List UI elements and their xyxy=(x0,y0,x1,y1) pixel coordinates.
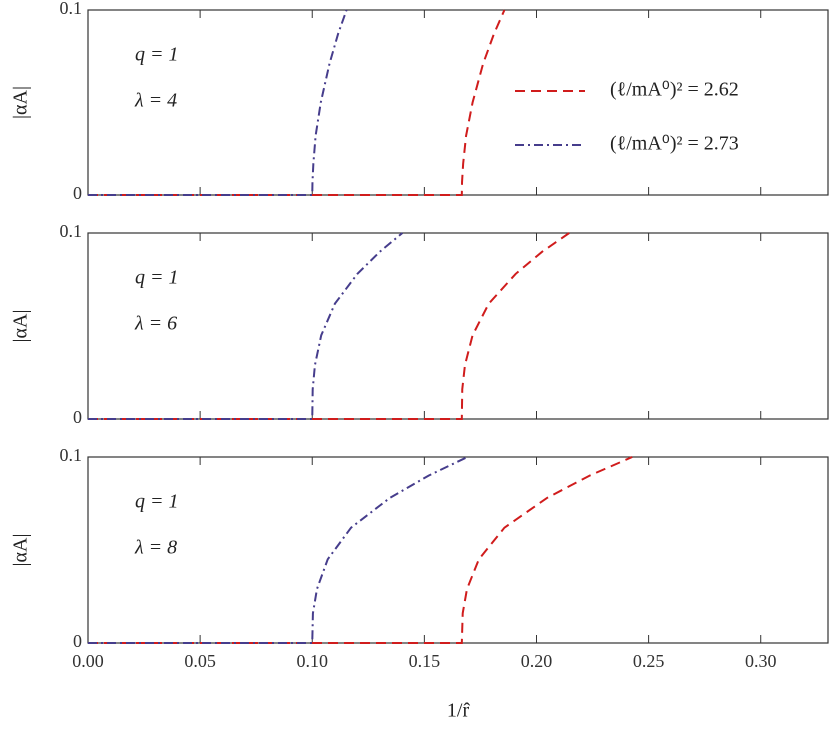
x-tick-label: 0.15 xyxy=(409,651,441,671)
annotation: λ = 6 xyxy=(134,313,177,335)
series-line xyxy=(88,9,506,196)
y-tick-label: 0 xyxy=(73,407,82,427)
y-axis-label: |αA| xyxy=(10,534,32,567)
y-axis-label: |αA| xyxy=(10,86,32,119)
legend-label: (ℓ/mA⁰)² = 2.62 xyxy=(610,79,739,101)
y-axis-label: |αA| xyxy=(10,310,32,343)
y-tick-label: 0.1 xyxy=(60,445,83,465)
y-tick-label: 0.1 xyxy=(60,221,83,241)
x-tick-label: 0.10 xyxy=(296,651,328,671)
plot-frame xyxy=(87,232,829,420)
series-line xyxy=(88,456,633,644)
series-line xyxy=(88,456,468,644)
legend-label: (ℓ/mA⁰)² = 2.73 xyxy=(610,133,739,155)
series-line xyxy=(88,232,404,420)
x-tick-label: 0.20 xyxy=(521,651,553,671)
annotation: λ = 8 xyxy=(134,537,177,559)
annotation: q = 1 xyxy=(135,491,179,513)
annotation: q = 1 xyxy=(135,44,179,66)
annotation: λ = 4 xyxy=(134,90,177,112)
x-tick-label: 0.05 xyxy=(184,651,216,671)
x-tick-label: 0.25 xyxy=(633,651,665,671)
plot-frame xyxy=(87,456,829,644)
y-tick-label: 0.1 xyxy=(60,0,83,18)
x-axis-label: 1/r̂ xyxy=(447,700,471,722)
annotation: q = 1 xyxy=(135,267,179,289)
plot-frame xyxy=(87,9,829,196)
x-tick-label: 0.30 xyxy=(745,651,777,671)
series-line xyxy=(88,9,348,196)
y-tick-label: 0 xyxy=(73,631,82,651)
x-tick-label: 0.00 xyxy=(72,651,104,671)
y-tick-label: 0 xyxy=(73,183,82,203)
